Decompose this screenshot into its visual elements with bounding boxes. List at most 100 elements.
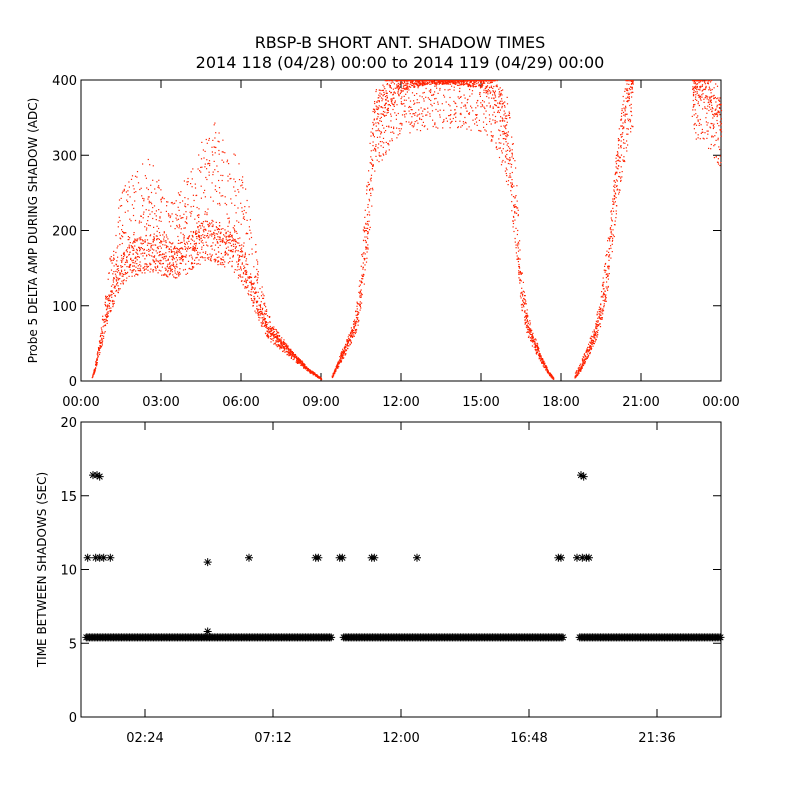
amp-point xyxy=(337,363,339,365)
amp-point xyxy=(219,222,221,224)
amp-point xyxy=(279,346,281,348)
amp-point xyxy=(141,248,144,250)
amp-point xyxy=(628,83,630,85)
amp-point xyxy=(174,228,176,230)
amp-point xyxy=(475,107,477,109)
amp-point xyxy=(356,310,358,313)
amp-point xyxy=(120,259,122,261)
amp-point xyxy=(183,238,185,240)
amp-point xyxy=(113,254,115,256)
amp-point xyxy=(359,309,361,311)
amp-point xyxy=(168,263,171,265)
amp-point xyxy=(625,105,627,107)
amp-point xyxy=(582,356,584,358)
amp-point xyxy=(487,89,489,91)
amp-point xyxy=(126,256,128,258)
amp-point xyxy=(238,221,240,223)
amp-point xyxy=(218,231,220,233)
amp-point xyxy=(581,363,583,365)
amp-point xyxy=(547,372,549,374)
amp-point xyxy=(592,336,594,338)
amp-point xyxy=(502,118,504,120)
amp-point xyxy=(524,319,526,321)
amp-point xyxy=(342,350,344,352)
amp-point xyxy=(261,286,263,288)
amp-point xyxy=(216,239,218,241)
amp-point xyxy=(626,89,628,91)
amp-point xyxy=(124,269,126,271)
amp-point xyxy=(603,306,605,308)
amp-point xyxy=(622,127,624,129)
amp-point xyxy=(437,110,439,112)
amp-point xyxy=(215,221,217,223)
amp-point xyxy=(131,247,133,249)
amp-point xyxy=(214,169,216,171)
amp-point xyxy=(155,244,157,246)
amp-point xyxy=(313,372,316,374)
amp-point xyxy=(167,246,169,248)
amp-point xyxy=(134,219,137,222)
amp-point xyxy=(360,289,362,291)
amp-point xyxy=(525,315,528,317)
amp-point xyxy=(232,227,234,229)
amp-point xyxy=(421,83,423,86)
amp-point xyxy=(504,112,506,114)
amp-point xyxy=(212,242,214,244)
amp-point xyxy=(398,88,400,90)
amp-point xyxy=(261,317,263,319)
amp-point xyxy=(405,99,407,101)
amp-point xyxy=(600,318,602,320)
amp-point xyxy=(441,82,443,85)
amp-point xyxy=(217,228,220,230)
amp-point xyxy=(488,114,490,116)
amp-point xyxy=(192,235,194,237)
amp-point xyxy=(365,230,367,232)
amp-point xyxy=(411,92,414,94)
amp-point xyxy=(626,100,628,102)
amp-point xyxy=(492,114,494,116)
amp-point xyxy=(372,121,374,124)
amp-point xyxy=(104,314,106,316)
amp-point xyxy=(99,352,101,354)
amp-point xyxy=(205,138,207,141)
amp-point xyxy=(541,362,543,364)
amp-point xyxy=(531,338,533,340)
amp-point xyxy=(447,80,449,82)
amp-point xyxy=(237,264,239,266)
amp-point xyxy=(140,238,142,240)
amp-point xyxy=(369,162,371,164)
amp-point xyxy=(367,213,369,216)
amp-point xyxy=(110,294,112,296)
amp-point xyxy=(481,85,483,87)
amp-point xyxy=(167,269,169,272)
amp-point xyxy=(514,204,516,206)
amp-point xyxy=(129,264,131,267)
amp-point xyxy=(414,83,417,85)
amp-point xyxy=(461,102,463,104)
amp-point xyxy=(457,96,459,98)
amp-point xyxy=(484,107,486,110)
amp-point xyxy=(218,238,220,241)
amp-point xyxy=(354,321,356,323)
amp-point xyxy=(360,294,363,296)
amp-point xyxy=(215,132,217,134)
amp-point xyxy=(233,178,235,180)
amp-point xyxy=(346,343,348,346)
amp-point xyxy=(533,346,535,348)
amp-point xyxy=(222,241,224,243)
amp-point xyxy=(170,269,173,271)
amp-point xyxy=(506,103,509,105)
amp-point xyxy=(270,329,272,331)
amp-point xyxy=(524,302,526,304)
amp-point xyxy=(160,189,162,191)
amp-point xyxy=(513,185,515,187)
amp-point xyxy=(335,366,337,368)
amp-point xyxy=(226,161,228,163)
amp-point xyxy=(177,271,179,273)
amp-point xyxy=(187,246,189,248)
amp-point xyxy=(628,87,630,90)
amp-point xyxy=(449,118,451,120)
amp-point xyxy=(116,268,118,271)
amp-point xyxy=(214,152,216,154)
amp-point xyxy=(628,98,630,100)
